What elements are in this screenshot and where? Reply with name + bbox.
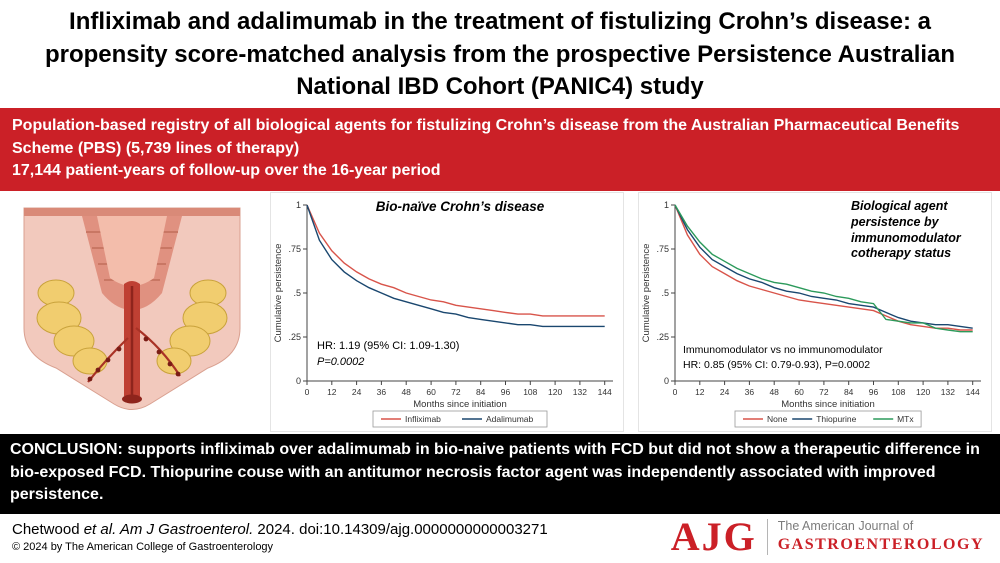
svg-text:0: 0 bbox=[664, 376, 669, 386]
svg-text:1: 1 bbox=[664, 200, 669, 210]
svg-text:MTx: MTx bbox=[897, 414, 914, 424]
chart1-title: Bio-naïve Crohn’s disease bbox=[375, 199, 545, 215]
footer: Chetwood et al. Am J Gastroenterol. 2024… bbox=[0, 514, 1000, 563]
svg-text:96: 96 bbox=[869, 387, 879, 397]
svg-text:Adalimumab: Adalimumab bbox=[486, 414, 534, 424]
svg-text:Thiopurine: Thiopurine bbox=[816, 414, 856, 424]
svg-text:None: None bbox=[767, 414, 788, 424]
logo-journal-title: GASTROENTEROLOGY bbox=[777, 535, 984, 553]
km-chart-bionaive-svg: 0 .25 .5 .75 1 0 12 24 36 48 60 72 84 96 108 120 132 144 M… bbox=[273, 200, 613, 428]
svg-text:.25: .25 bbox=[288, 332, 301, 342]
anal-fistula-svg bbox=[23, 207, 241, 411]
svg-text:60: 60 bbox=[794, 387, 804, 397]
svg-text:48: 48 bbox=[401, 387, 411, 397]
chart2-annotation: Immunomodulator vs no immunomodulator HR… bbox=[683, 343, 883, 372]
svg-text:.5: .5 bbox=[661, 288, 669, 298]
citation: Chetwood et al. Am J Gastroenterol. 2024… bbox=[12, 521, 548, 538]
chart1-annotation: HR: 1.19 (95% CI: 1.09-1.30) P=0.0002 bbox=[317, 339, 459, 370]
svg-text:24: 24 bbox=[352, 387, 362, 397]
svg-text:120: 120 bbox=[916, 387, 930, 397]
svg-text:108: 108 bbox=[891, 387, 905, 397]
svg-text:120: 120 bbox=[548, 387, 562, 397]
svg-text:36: 36 bbox=[377, 387, 387, 397]
chart1-p-text: P=0.0002 bbox=[317, 355, 365, 368]
svg-text:.75: .75 bbox=[288, 244, 301, 254]
svg-text:1: 1 bbox=[296, 200, 301, 210]
ajg-logo: AJG The American Journal of GASTROENTERO… bbox=[671, 517, 984, 557]
svg-text:0: 0 bbox=[296, 376, 301, 386]
svg-text:36: 36 bbox=[745, 387, 755, 397]
logo-divider-line bbox=[766, 519, 768, 555]
svg-text:.25: .25 bbox=[656, 332, 669, 342]
km-chart-immunomodulator-svg: 0 .25 .5 .75 1 0 12 24 36 48 60 72 84 96 108 120 132 144 M… bbox=[641, 200, 981, 428]
conclusion-banner: CONCLUSION: supports infliximab over ada… bbox=[0, 433, 1000, 514]
logo-text-block: The American Journal of GASTROENTEROLOGY bbox=[778, 519, 984, 555]
svg-text:0: 0 bbox=[673, 387, 678, 397]
svg-text:Infliximab: Infliximab bbox=[405, 414, 441, 424]
svg-text:132: 132 bbox=[941, 387, 955, 397]
svg-text:72: 72 bbox=[451, 387, 461, 397]
banner-line-registry: Population-based registry of all biologi… bbox=[12, 116, 960, 157]
figure-row: 0.25.5.75 1 0 12 24 36 48 60 72 84 96 108 120 132 144 M… bbox=[0, 191, 1000, 434]
copyright: © 2024 by The American College of Gastro… bbox=[12, 541, 274, 553]
chart1-hr-text: HR: 1.19 (95% CI: 1.09-1.30) bbox=[317, 340, 460, 353]
citation-author: Chetwood bbox=[12, 521, 84, 538]
km-chart-bionaive: 0 .25 .5 .75 1 0 12 24 36 48 60 72 84 96 108 120 132 144 M… bbox=[270, 192, 624, 433]
svg-text:60: 60 bbox=[426, 387, 436, 397]
citation-block: Chetwood et al. Am J Gastroenterol. 2024… bbox=[12, 521, 548, 553]
svg-text:Months since initiation: Months since initiation bbox=[781, 399, 874, 410]
highlights-banner: Population-based registry of all biologi… bbox=[0, 107, 1000, 192]
citation-doi: 2024. doi:10.14309/ajg.0000000000003271 bbox=[253, 521, 548, 538]
km-chart-immunomodulator: 0 .25 .5 .75 1 0 12 24 36 48 60 72 84 96 108 120 132 144 M… bbox=[638, 192, 992, 433]
chart2-hr-text: HR: 0.85 (95% CI: 0.79-0.93), P=0.0002 bbox=[683, 359, 871, 372]
svg-text:Cumulative persistence: Cumulative persistence bbox=[273, 244, 284, 343]
svg-text:Cumulative persistence: Cumulative persistence bbox=[641, 244, 652, 343]
svg-text:12: 12 bbox=[695, 387, 705, 397]
article-title: Infliximab and adalimumab in the treatme… bbox=[44, 8, 956, 101]
svg-text:84: 84 bbox=[476, 387, 486, 397]
svg-text:132: 132 bbox=[573, 387, 587, 397]
svg-text:48: 48 bbox=[769, 387, 779, 397]
citation-journal: et al. Am J Gastroenterol. bbox=[83, 521, 254, 538]
svg-text:108: 108 bbox=[523, 387, 537, 397]
svg-text:.5: .5 bbox=[293, 288, 301, 298]
svg-text:.75: .75 bbox=[656, 244, 669, 254]
banner-line-followup: 17,144 patient-years of follow-up over t… bbox=[12, 162, 441, 180]
logo-journal-name: The American Journal of bbox=[777, 519, 914, 534]
svg-text:Months since initiation: Months since initiation bbox=[413, 399, 506, 410]
svg-text:144: 144 bbox=[966, 387, 980, 397]
svg-text:72: 72 bbox=[819, 387, 829, 397]
svg-text:0: 0 bbox=[305, 387, 310, 397]
chart2-comparison-text: Immunomodulator vs no immunomodulator bbox=[683, 344, 883, 357]
svg-text:24: 24 bbox=[720, 387, 730, 397]
anal-fistula-illustration bbox=[8, 198, 256, 426]
svg-text:96: 96 bbox=[501, 387, 511, 397]
svg-text:144: 144 bbox=[598, 387, 612, 397]
ajg-logo-abbr: AJG bbox=[670, 514, 757, 559]
svg-text:12: 12 bbox=[327, 387, 337, 397]
chart2-title: Biological agent persistence by immunomo… bbox=[851, 199, 961, 261]
svg-text:84: 84 bbox=[844, 387, 854, 397]
